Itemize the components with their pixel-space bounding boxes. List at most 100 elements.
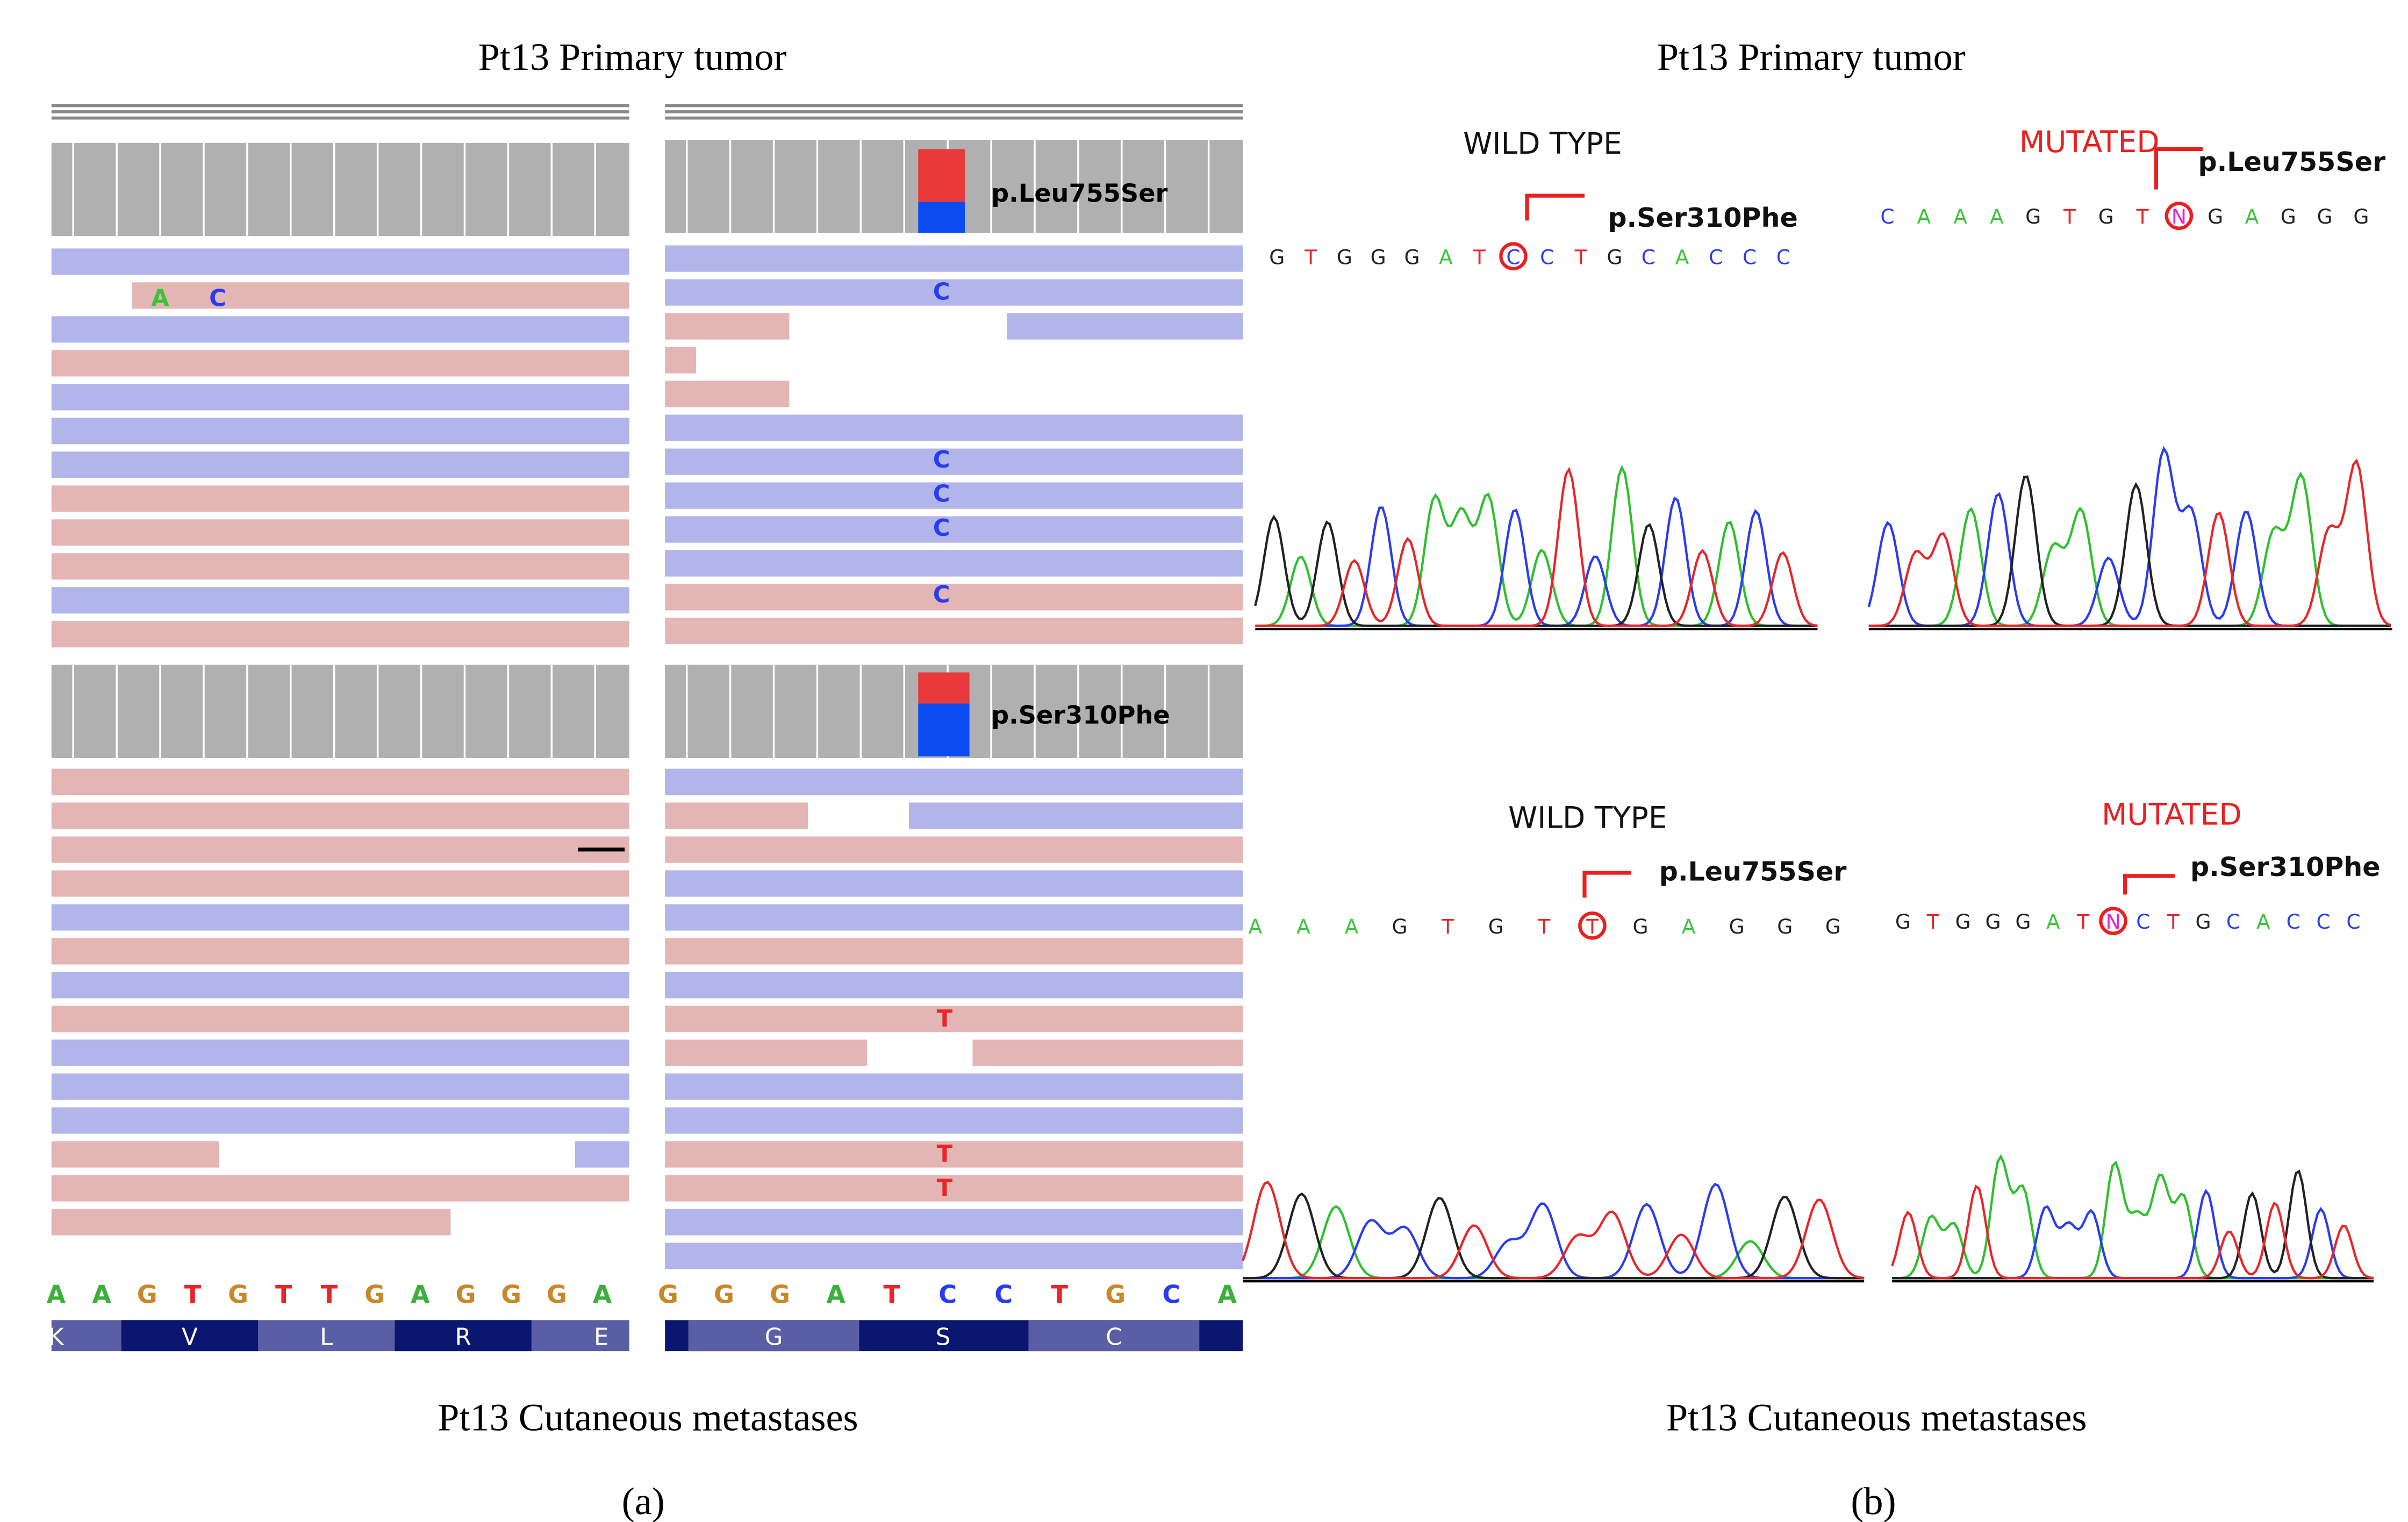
base-call: G <box>1392 915 1408 938</box>
base-call: G <box>2025 205 2041 228</box>
read-base: T <box>937 1141 953 1168</box>
reference-base: T <box>321 1280 338 1309</box>
base-call: T <box>1537 915 1551 938</box>
read <box>665 618 1243 644</box>
base-call: T <box>1574 245 1588 269</box>
base-call: C <box>1540 245 1554 269</box>
base-call: C <box>2287 910 2300 934</box>
read <box>51 904 629 931</box>
base-call: A <box>2245 205 2259 228</box>
read <box>972 1039 1243 1066</box>
base-call: G <box>2098 205 2114 228</box>
read <box>665 584 1243 611</box>
read <box>51 972 629 999</box>
base-call: G <box>1371 245 1386 269</box>
read <box>665 245 1243 272</box>
read <box>51 451 629 478</box>
base-call: C <box>2316 910 2330 934</box>
amino-acid: V <box>182 1324 198 1351</box>
base-call: A <box>2256 910 2270 934</box>
read <box>51 485 629 512</box>
heading: WILD TYPE <box>1463 126 1622 161</box>
reference-base: G <box>1105 1280 1126 1309</box>
read <box>665 1006 1243 1032</box>
read <box>665 380 790 407</box>
pointer <box>2123 874 2175 895</box>
base-call: A <box>1682 915 1696 938</box>
read <box>665 482 1243 509</box>
base-call: G <box>2015 910 2031 934</box>
read <box>665 870 1243 897</box>
read <box>51 248 629 275</box>
title: Pt13 Cutaneous metastases <box>1666 1396 2087 1439</box>
read <box>665 448 1243 475</box>
track-header <box>51 664 629 758</box>
swatch <box>918 703 970 757</box>
amino-acid: C <box>1106 1324 1122 1351</box>
read <box>132 282 629 309</box>
read <box>51 418 629 444</box>
base-call: C <box>2346 910 2360 934</box>
mutation-label: p.Ser310Phe <box>1608 202 1797 233</box>
base-call: G <box>1777 915 1793 938</box>
read <box>51 1006 629 1032</box>
base-call: A <box>1990 205 2004 228</box>
reference-base: T <box>883 1280 900 1309</box>
amino-acid: L <box>320 1324 333 1351</box>
read <box>665 550 1243 577</box>
base-call: G <box>1404 245 1420 269</box>
base-call: G <box>1985 910 2001 934</box>
base-call: C <box>1743 245 1757 269</box>
base-call: A <box>1296 915 1310 938</box>
reference-base: G <box>547 1280 567 1309</box>
read <box>665 938 1243 965</box>
read <box>665 313 790 340</box>
read <box>665 836 1243 863</box>
trace <box>1868 458 2391 627</box>
reference-base: G <box>456 1280 476 1309</box>
read <box>665 1175 1243 1202</box>
read-base: A <box>151 285 169 312</box>
mutation-label: p.Leu755Ser <box>2198 146 2386 177</box>
swatch <box>918 672 970 704</box>
title: Pt13 Cutaneous metastases <box>438 1396 858 1439</box>
base-call: C <box>1709 245 1723 269</box>
read <box>51 1039 629 1066</box>
swatch <box>918 202 965 233</box>
read <box>51 1107 629 1134</box>
read <box>51 802 629 829</box>
trace <box>1891 1184 2374 1280</box>
read <box>665 1209 1243 1236</box>
base-call: G <box>1337 245 1352 269</box>
base-call: T <box>2136 205 2149 228</box>
read <box>665 347 697 374</box>
read <box>908 802 1243 829</box>
read <box>665 1141 1243 1168</box>
base-call: G <box>2353 205 2369 228</box>
base-call: N <box>2172 205 2187 228</box>
reference-base: C <box>1162 1280 1180 1309</box>
base-call: A <box>1249 915 1263 938</box>
read <box>51 836 629 863</box>
reference-base: A <box>593 1280 612 1309</box>
base-call: G <box>1269 245 1285 269</box>
title: Pt13 Primary tumor <box>1657 35 1966 78</box>
read <box>665 1039 867 1066</box>
base-call: C <box>2226 910 2240 934</box>
read <box>665 802 808 829</box>
track-header <box>51 142 629 236</box>
read <box>51 1141 219 1168</box>
base-call: T <box>1926 910 1940 934</box>
pointer <box>1525 193 1585 221</box>
reference-base: G <box>137 1280 157 1309</box>
read <box>51 769 629 795</box>
trace <box>1892 1189 2374 1280</box>
read <box>51 870 629 897</box>
read <box>665 414 1243 441</box>
heading: MUTATED <box>2019 125 2160 159</box>
read <box>51 519 629 546</box>
read-base: T <box>937 1006 953 1032</box>
panel-label: (b) <box>1851 1480 1896 1522</box>
reference-base: C <box>938 1280 957 1309</box>
